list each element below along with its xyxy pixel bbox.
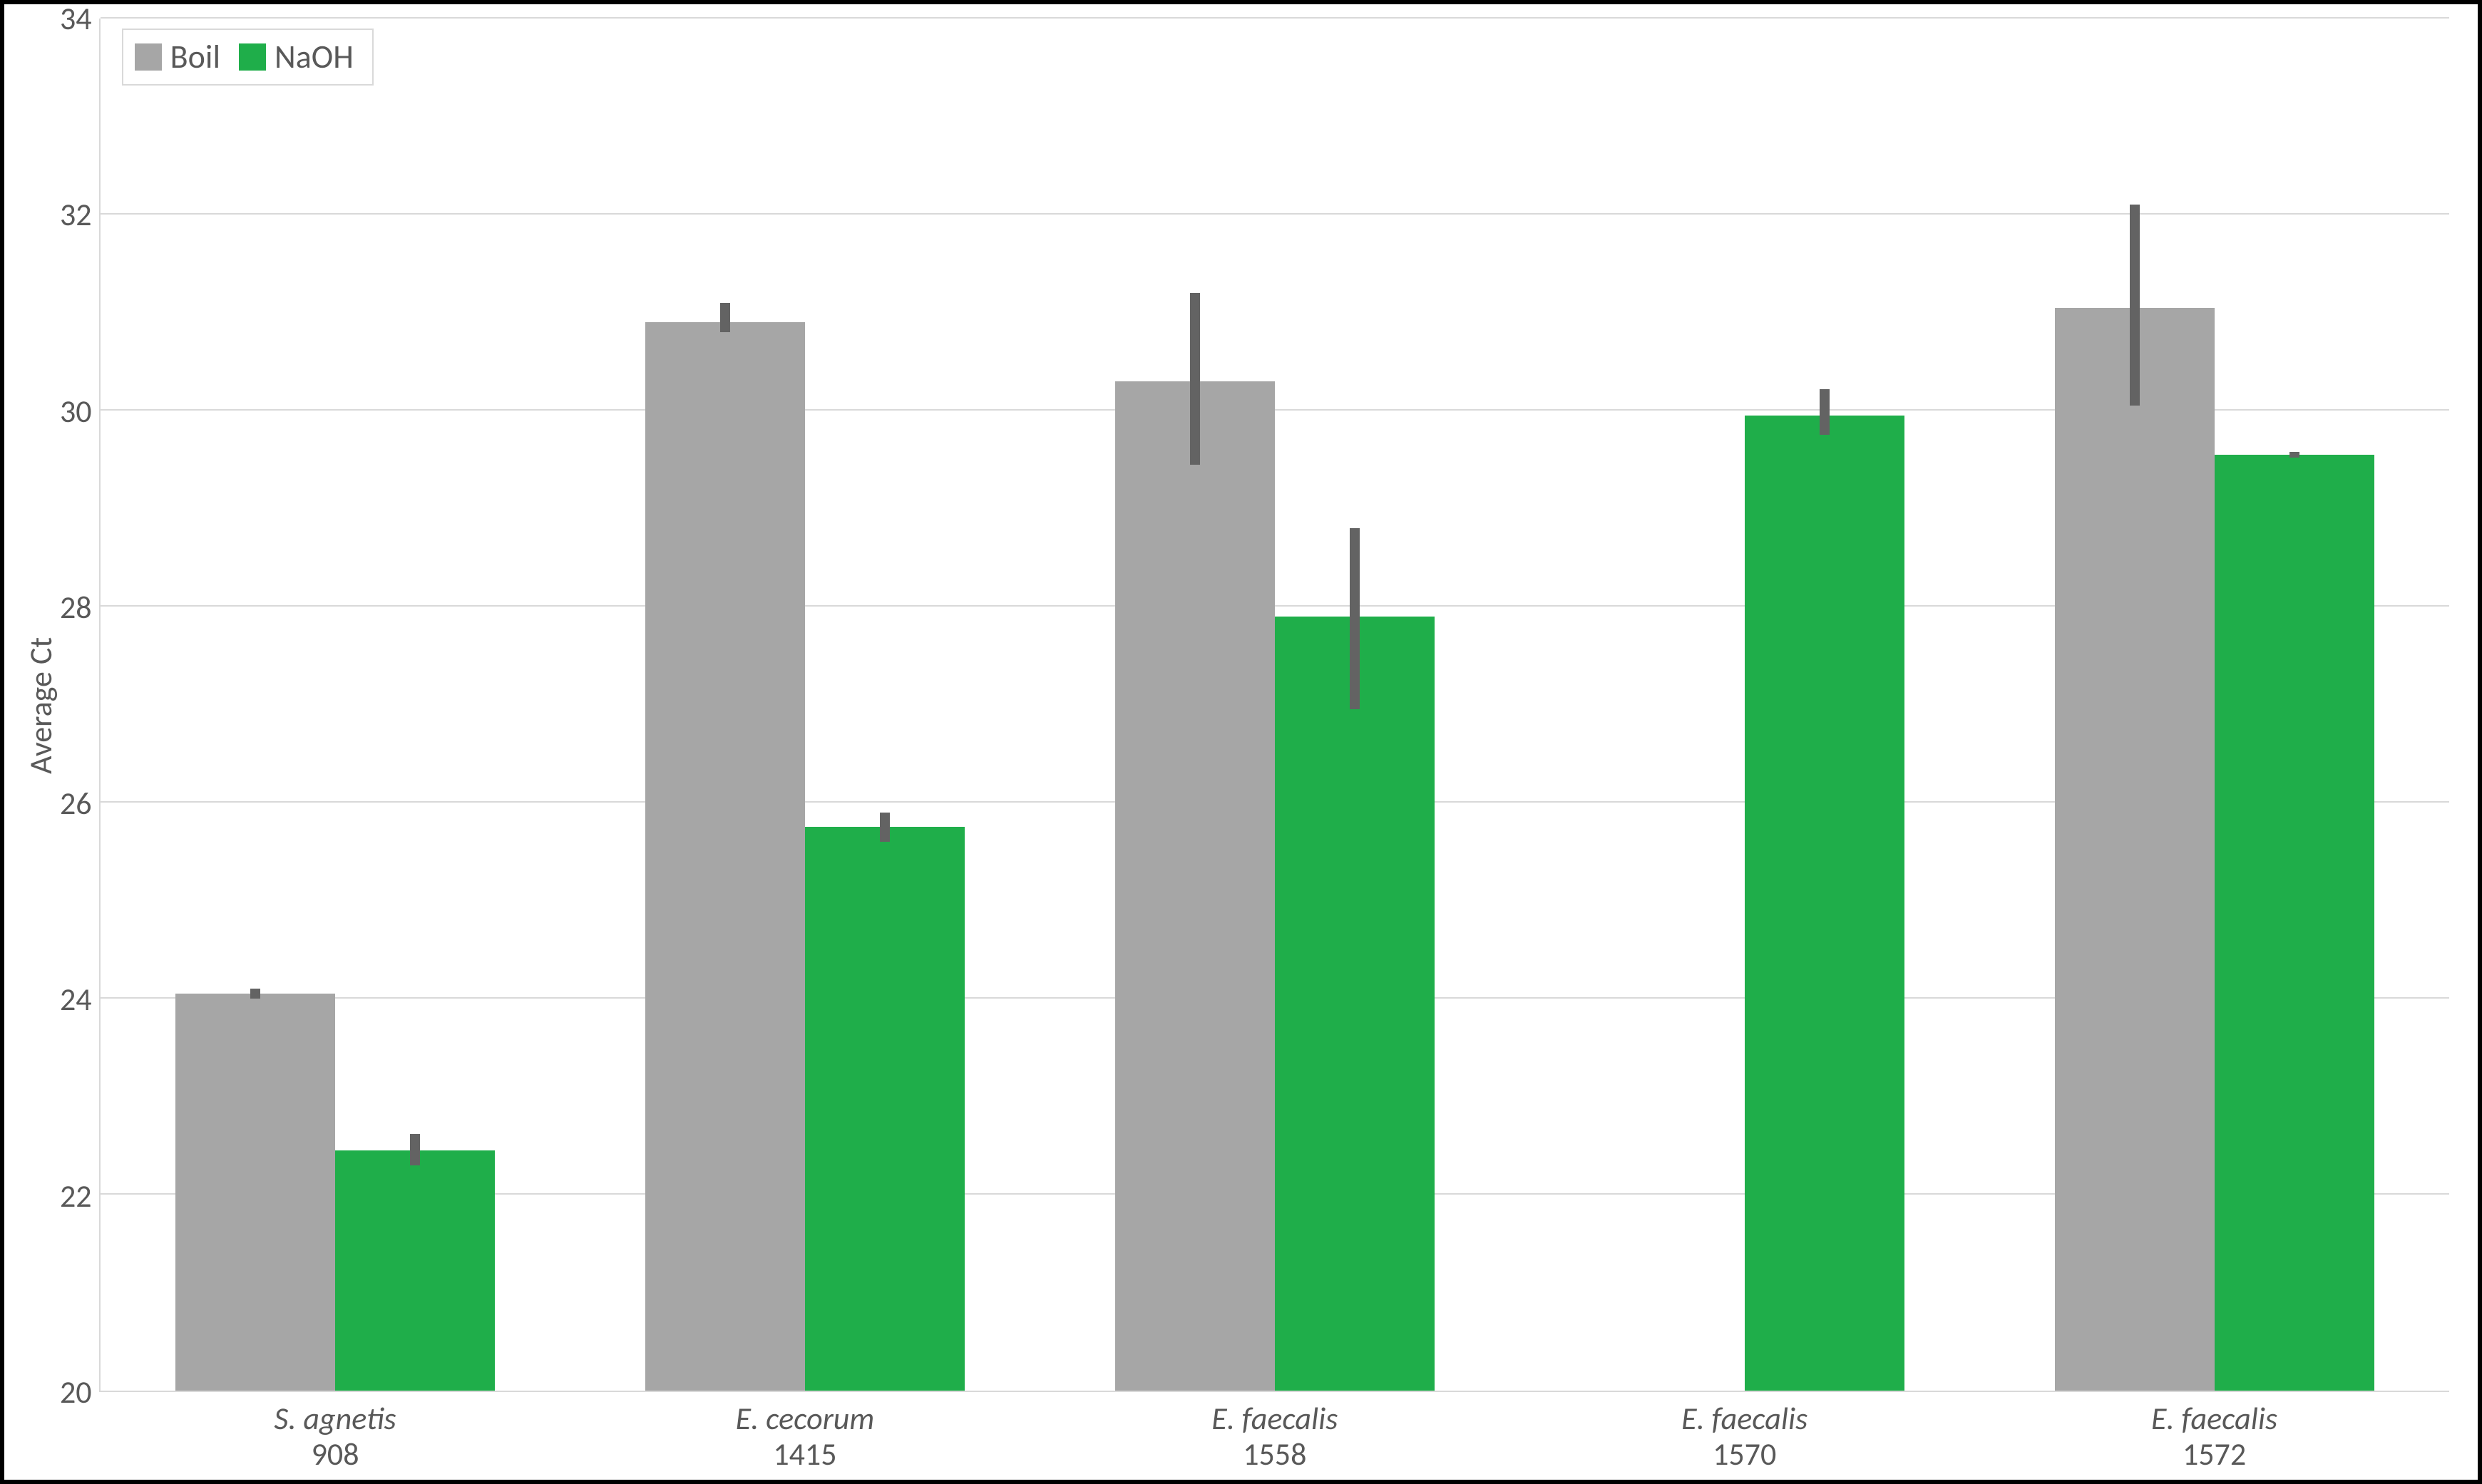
legend-item-naoh: NaOH	[239, 37, 354, 77]
bar-naoh	[1275, 617, 1435, 1391]
bar-group	[570, 19, 1040, 1391]
x-label-strain: 908	[101, 1436, 570, 1473]
bar-naoh	[1745, 416, 1904, 1391]
x-axis-label: S. agnetis908	[101, 1392, 570, 1473]
x-label-strain: 1570	[1509, 1436, 1979, 1473]
error-bar	[720, 303, 730, 332]
y-axis-title: Average Ct	[19, 19, 60, 1392]
bar-naoh	[335, 1150, 495, 1391]
legend-swatch	[239, 43, 266, 71]
error-bar	[250, 989, 260, 999]
chart-frame: Average Ct 3432302826242220 Boil NaOH S. …	[0, 0, 2482, 1484]
bar-group	[101, 19, 570, 1391]
legend-item-boil: Boil	[135, 37, 220, 77]
error-bar	[2130, 205, 2140, 406]
y-axis-ticks: 3432302826242220	[60, 19, 99, 1392]
error-bar	[1350, 528, 1360, 709]
x-axis-labels: S. agnetis908E. cecorum1415E. faecalis15…	[101, 1392, 2449, 1473]
x-label-strain: 1558	[1040, 1436, 1509, 1473]
x-label-species: S. agnetis	[101, 1401, 570, 1437]
x-spacer	[19, 1392, 101, 1473]
bar-boil	[1115, 381, 1275, 1391]
legend-label: NaOH	[275, 37, 354, 77]
x-label-strain: 1415	[570, 1436, 1040, 1473]
x-label-species: E. faecalis	[1979, 1401, 2449, 1437]
x-axis-label: E. faecalis1572	[1979, 1392, 2449, 1473]
bar-group	[1509, 19, 1979, 1391]
x-axis-label: E. faecalis1558	[1040, 1392, 1509, 1473]
error-bar	[880, 813, 890, 842]
error-bar	[1820, 389, 1830, 436]
bar-group	[1979, 19, 2449, 1391]
bar-boil	[645, 322, 805, 1391]
x-label-species: E. faecalis	[1040, 1401, 1509, 1437]
bar-naoh	[2215, 455, 2374, 1391]
x-label-species: E. cecorum	[570, 1401, 1040, 1437]
error-bar	[2289, 452, 2299, 458]
x-label-species: E. faecalis	[1509, 1401, 1979, 1437]
error-bar	[1190, 293, 1200, 465]
bar-boil	[175, 994, 335, 1391]
x-axis-label: E. faecalis1570	[1509, 1392, 1979, 1473]
chart-area: Average Ct 3432302826242220 Boil NaOH	[19, 19, 2449, 1392]
bar-groups	[101, 19, 2449, 1391]
legend-swatch	[135, 43, 162, 71]
legend-label: Boil	[170, 37, 220, 77]
error-bar	[410, 1134, 420, 1165]
plot-area: Boil NaOH	[99, 19, 2449, 1392]
x-axis-label: E. cecorum1415	[570, 1392, 1040, 1473]
bar-group	[1040, 19, 1509, 1391]
legend: Boil NaOH	[122, 29, 374, 86]
bar-naoh	[805, 827, 965, 1391]
bar-boil	[2055, 308, 2215, 1391]
x-axis-row: S. agnetis908E. cecorum1415E. faecalis15…	[19, 1392, 2449, 1473]
x-label-strain: 1572	[1979, 1436, 2449, 1473]
